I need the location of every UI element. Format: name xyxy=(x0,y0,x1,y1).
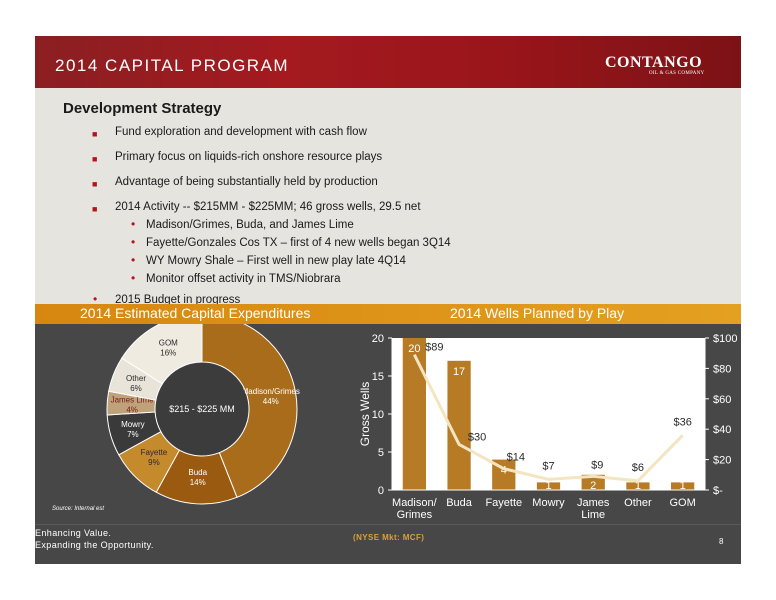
x-tick-label: Other xyxy=(624,497,652,509)
line-value-label: $6 xyxy=(632,462,644,474)
bar-value-label: 1 xyxy=(680,480,686,492)
dot-bullet-icon: • xyxy=(131,235,136,249)
y-tick-label: 0 xyxy=(378,485,384,497)
bar-chart-title: 2014 Wells Planned by Play xyxy=(450,305,625,321)
sub-bullet-item: Fayette/Gonzales Cos TX – first of 4 new… xyxy=(146,237,451,249)
y2-tick-label: $60 xyxy=(713,394,731,406)
slide-footer: Enhancing Value. Expanding the Opportuni… xyxy=(35,524,741,564)
line-value-label: $7 xyxy=(542,460,554,472)
x-tick-label: Mowry xyxy=(532,497,565,509)
logo-wordmark: CONTANGO xyxy=(605,54,703,71)
section-title: Development Strategy xyxy=(63,100,222,117)
dot-bullet-icon: • xyxy=(131,217,136,231)
bar-other xyxy=(626,482,650,490)
bar-buda xyxy=(447,360,471,490)
y2-tick-label: $- xyxy=(713,485,723,497)
slice-percent: 16% xyxy=(160,349,176,358)
donut-hole xyxy=(156,363,248,455)
pie-chart-title: 2014 Estimated Capital Expenditures xyxy=(80,305,311,321)
slice-label: Madison/Grimes xyxy=(242,387,300,396)
slice-percent: 7% xyxy=(127,430,139,439)
sub-bullet-item: WY Mowry Shale – First well in new play … xyxy=(146,255,406,267)
bar-value-label: 2 xyxy=(590,480,596,492)
bar-value-label: 4 xyxy=(501,465,507,477)
bar-value-label: 1 xyxy=(635,480,641,492)
slice-label: GOM xyxy=(159,339,178,348)
line-value-label: $14 xyxy=(507,452,525,464)
slide: 2014 CAPITAL PROGRAM CONTANGO OIL & GAS … xyxy=(35,36,741,564)
footer-ticker: (NYSE Mkt: MCF) xyxy=(353,533,425,542)
square-bullet-icon: ■ xyxy=(92,179,98,189)
bullet-item: Primary focus on liquids-rich onshore re… xyxy=(115,151,383,163)
slice-label: Other xyxy=(126,374,146,383)
y-tick-label: 20 xyxy=(372,333,384,345)
y-tick-label: 10 xyxy=(372,409,384,421)
y-tick-label: 15 xyxy=(372,371,384,383)
slice-label: Buda xyxy=(188,468,207,477)
dot-bullet-icon: • xyxy=(131,271,136,285)
company-logo: CONTANGO OIL & GAS COMPANY xyxy=(595,38,737,86)
bullet-item: Fund exploration and development with ca… xyxy=(115,126,367,138)
bullet-item: 2014 Activity -- $215MM - $225MM; 46 gro… xyxy=(115,201,421,213)
donut-slice-gom xyxy=(121,324,203,385)
dot-bullet-icon: • xyxy=(93,292,98,306)
line-value-label: $89 xyxy=(425,342,443,354)
strategy-section: Development Strategy ■ Fund exploration … xyxy=(35,88,741,306)
slice-label: Fayette xyxy=(141,448,168,457)
y2-tick-label: $20 xyxy=(713,455,731,467)
capital-line xyxy=(413,354,684,483)
bar-mowry xyxy=(536,482,561,490)
bar-james-lime xyxy=(581,474,605,490)
source-note: Source: Internal est xyxy=(52,506,104,512)
bar-value-label: 1 xyxy=(545,480,551,492)
sub-bullet-item: Monitor offset activity in TMS/Niobrara xyxy=(146,273,341,285)
bullet-item: Advantage of being substantially held by… xyxy=(115,176,378,188)
footer-tagline-1: Enhancing Value. xyxy=(35,528,112,538)
x-tick-label: Madison/ xyxy=(392,497,438,509)
bar-gom xyxy=(671,482,695,490)
square-bullet-icon: ■ xyxy=(92,154,98,164)
slice-percent: 44% xyxy=(263,397,279,406)
sub-bullet-item: Madison/Grimes, Buda, and James Lime xyxy=(146,219,354,231)
charts-area: Madison/Grimes 44% Buda 14% Fayette 9% Mowry 7%… xyxy=(35,324,741,524)
bar-value-label: 20 xyxy=(408,343,420,355)
slice-percent: 9% xyxy=(148,458,160,467)
x-tick-label: GOM xyxy=(670,497,696,509)
slice-percent: 6% xyxy=(130,384,142,393)
logo-subtitle: OIL & GAS COMPANY xyxy=(649,71,705,76)
x-tick-label: James xyxy=(577,497,610,509)
footer-tagline-2: Expanding the Opportunity. xyxy=(35,540,154,550)
slide-title: 2014 CAPITAL PROGRAM xyxy=(55,56,290,75)
donut-center-label: $215 - $225 MM xyxy=(169,404,235,414)
line-value-label: $36 xyxy=(673,416,691,428)
slice-label: James Lime xyxy=(111,396,155,405)
page-number: 8 xyxy=(719,537,724,546)
bar-madison-grimes xyxy=(402,338,426,490)
bar-value-label: 17 xyxy=(453,366,465,378)
x-tick-label: Lime xyxy=(581,509,605,521)
y2-tick-label: $80 xyxy=(713,363,731,375)
bullet-item: 2015 Budget in progress xyxy=(115,294,241,306)
slice-percent: 4% xyxy=(126,406,138,415)
square-bullet-icon: ■ xyxy=(92,204,98,214)
slice-label: Mowry xyxy=(121,420,145,429)
x-tick-label: Grimes xyxy=(397,509,433,521)
y2-tick-label: $100 xyxy=(713,333,737,345)
y-tick-label: 5 xyxy=(378,447,384,459)
square-bullet-icon: ■ xyxy=(92,129,98,139)
slice-percent: 14% xyxy=(190,478,206,487)
line-value-label: $9 xyxy=(591,459,603,471)
x-tick-label: Fayette xyxy=(485,497,522,509)
dot-bullet-icon: • xyxy=(131,253,136,267)
donut-slice-madison-grimes xyxy=(201,324,298,498)
chart-titles-bar: 2014 Estimated Capital Expenditures 2014… xyxy=(35,304,741,324)
y-axis-title: Gross Wells xyxy=(358,382,372,446)
y2-tick-label: $40 xyxy=(713,424,731,436)
slide-header: 2014 CAPITAL PROGRAM CONTANGO OIL & GAS … xyxy=(35,36,741,88)
line-value-label: $30 xyxy=(468,431,486,443)
x-tick-label: Buda xyxy=(446,497,473,509)
